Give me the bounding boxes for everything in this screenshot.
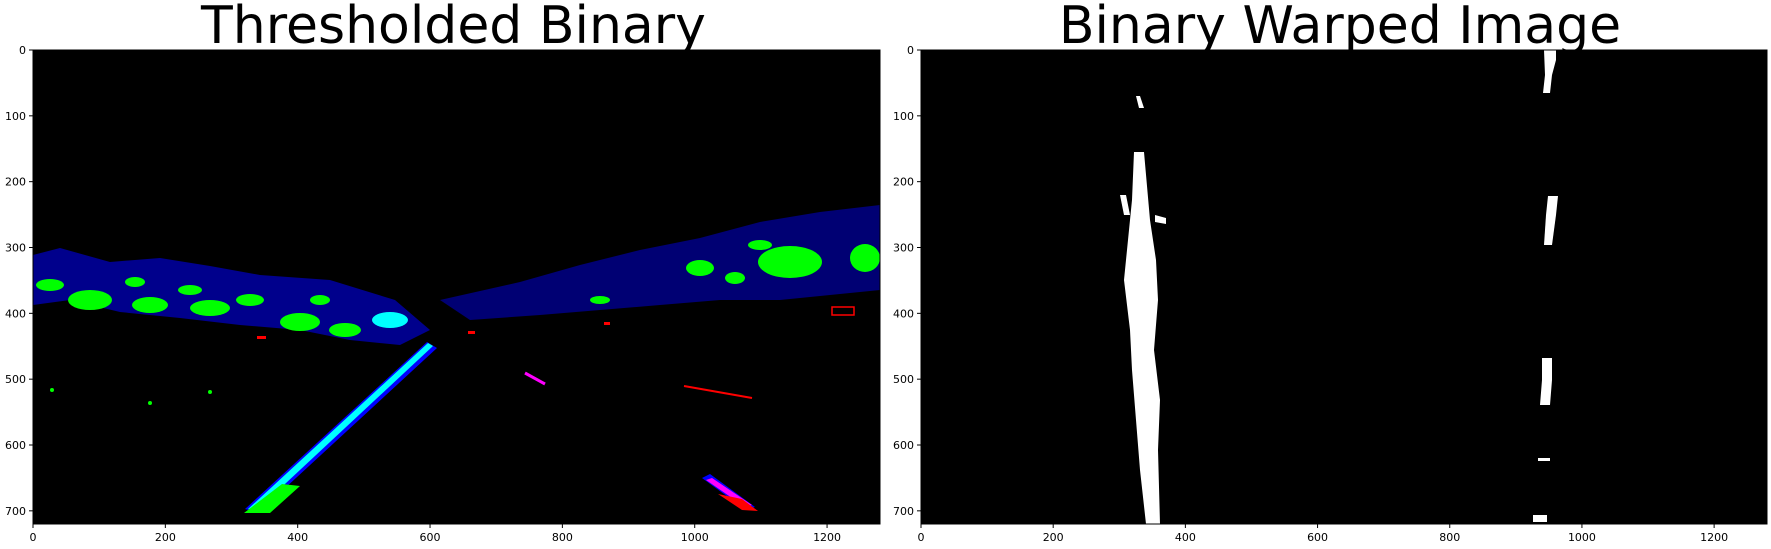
left-lane-green [244, 484, 300, 513]
y-tick-label: 400 [893, 307, 914, 320]
y-tick-label: 0 [19, 44, 26, 57]
x-tick-label: 0 [30, 531, 37, 544]
x-tick-label: 400 [1175, 531, 1196, 544]
x-tick-label: 1200 [1700, 531, 1728, 544]
warped-axes-frame [920, 49, 1768, 525]
x-tick-label: 600 [1307, 531, 1328, 544]
y-tick-label: 600 [893, 439, 914, 452]
warped-right-lane-dash [1533, 515, 1547, 522]
x-tick-label: 200 [155, 531, 176, 544]
warped-right-lane-dash [1538, 458, 1550, 461]
red-fragment [683, 385, 753, 399]
warped-left-lane-fragment [1136, 96, 1144, 108]
y-tick-label: 200 [5, 176, 26, 189]
left-lane-cyan [248, 343, 433, 511]
y-tick-label: 400 [5, 307, 26, 320]
x-tick-label: 800 [1439, 531, 1460, 544]
warped-right-lane-dash [1544, 196, 1558, 245]
x-tick-label: 1200 [813, 531, 841, 544]
warped-left-lane-fragment [1120, 195, 1130, 215]
y-tick-label: 500 [893, 373, 914, 386]
warped-axis-ticks: 0 200 400 600 800 1000 1200 0 100 200 300 400 500 600… [893, 44, 1728, 544]
red-spot [604, 322, 610, 325]
panel-title-thresholded: Thresholded Binary [201, 0, 706, 56]
warped-left-lane-fragment [1155, 215, 1166, 224]
x-tick-label: 1000 [681, 531, 709, 544]
red-spot [468, 331, 475, 334]
warped-image-content [1120, 50, 1558, 524]
red-spot [257, 336, 266, 339]
panel-title-warped: Binary Warped Image [1058, 0, 1622, 56]
y-tick-label: 300 [5, 242, 26, 255]
right-lane-dash-red [718, 494, 758, 511]
y-tick-label: 0 [907, 44, 914, 57]
y-tick-label: 700 [893, 505, 914, 518]
y-tick-label: 200 [893, 176, 914, 189]
right-vegetation [440, 205, 880, 320]
warped-right-lane-dash [1540, 358, 1552, 405]
y-tick-label: 300 [893, 242, 914, 255]
thresholded-binary-panel: 0 200 400 600 800 1000 1200 0 100 200 300 400 500 600… [5, 44, 881, 544]
y-tick-label: 700 [5, 505, 26, 518]
y-tick-label: 100 [5, 110, 26, 123]
x-tick-label: 200 [1043, 531, 1064, 544]
y-tick-label: 100 [893, 110, 914, 123]
left-vegetation [33, 248, 430, 405]
thresholded-image-content [33, 205, 880, 513]
x-tick-label: 1000 [1568, 531, 1596, 544]
x-tick-label: 0 [918, 531, 925, 544]
binary-warped-panel: 0 200 400 600 800 1000 1200 0 100 200 300 400 500 600… [893, 44, 1768, 544]
magenta-fragment [524, 371, 546, 386]
thresholded-axis-ticks: 0 200 400 600 800 1000 1200 0 100 200 300 400 500 600… [5, 44, 841, 544]
warped-image-background [921, 50, 1767, 524]
y-tick-label: 500 [5, 373, 26, 386]
x-tick-label: 400 [287, 531, 308, 544]
warped-left-lane [1124, 152, 1160, 524]
x-tick-label: 600 [420, 531, 441, 544]
thresholded-axes-frame [32, 49, 881, 525]
warped-right-lane-dash [1543, 50, 1556, 93]
y-tick-label: 600 [5, 439, 26, 452]
x-tick-label: 800 [552, 531, 573, 544]
red-box [831, 306, 855, 316]
